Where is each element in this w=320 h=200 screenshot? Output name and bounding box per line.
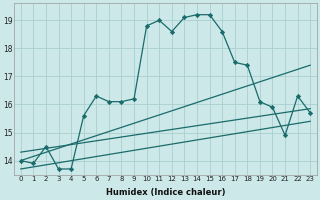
- X-axis label: Humidex (Indice chaleur): Humidex (Indice chaleur): [106, 188, 225, 197]
